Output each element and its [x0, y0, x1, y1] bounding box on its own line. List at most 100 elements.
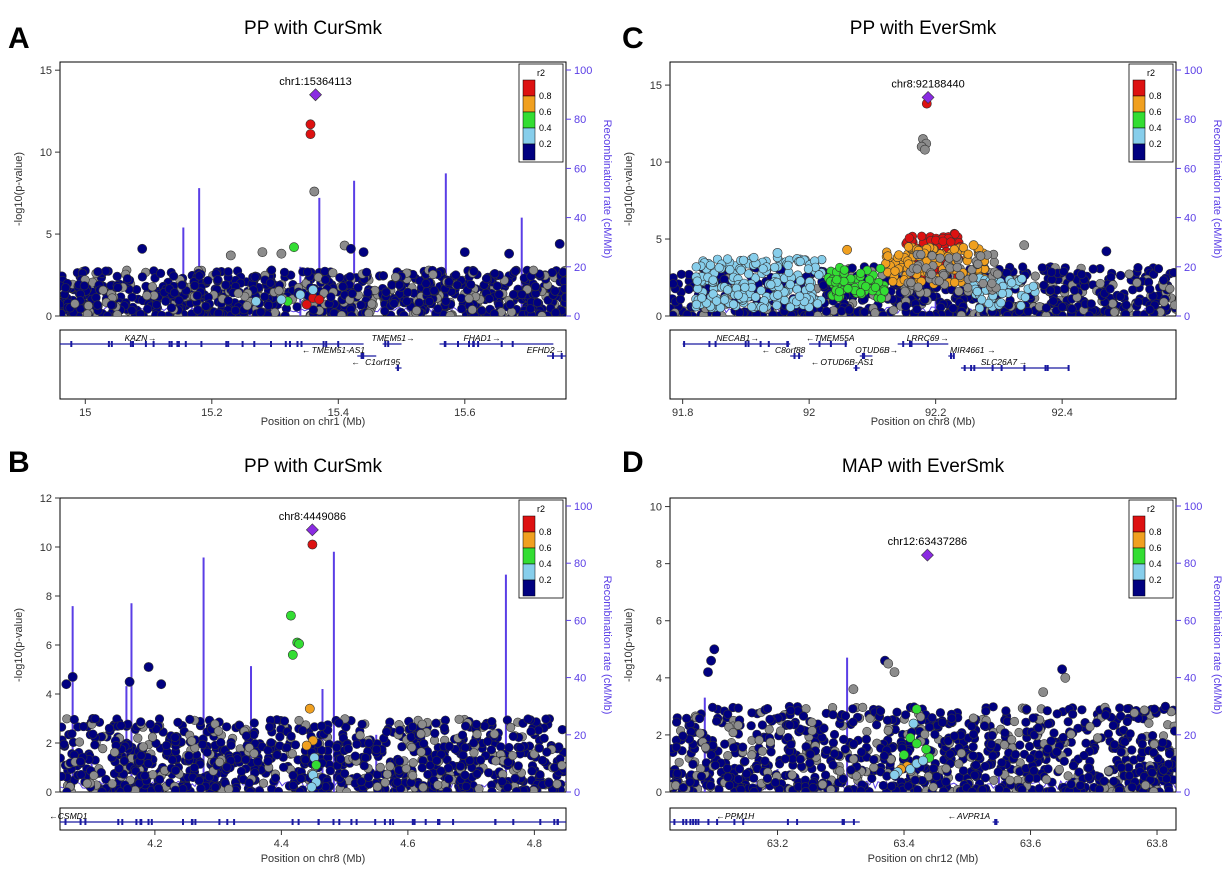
snp-point-ld [905, 732, 916, 743]
snp-point-ld [714, 263, 724, 273]
snp-point-ld [978, 278, 988, 289]
gene-exon [477, 341, 480, 347]
snp-point [1169, 268, 1176, 278]
snp-point [295, 787, 305, 792]
x-tick-label: 4.2 [147, 838, 162, 850]
snp-point [836, 306, 847, 316]
snp-point-ld [958, 243, 969, 253]
snp-point [856, 747, 867, 757]
snp-point [135, 309, 146, 316]
snp-point [1115, 270, 1126, 281]
gene-exon [152, 341, 155, 347]
snp-point [878, 780, 888, 791]
gene-exon [362, 353, 365, 359]
y-tick-label: 4 [46, 689, 52, 701]
snp-point [504, 742, 514, 753]
snp-point [1127, 782, 1137, 792]
snp-point [194, 271, 204, 281]
snp-point [808, 783, 818, 792]
y2-tick-label: 0 [574, 311, 580, 323]
snp-point [1115, 291, 1125, 302]
snp-point [1149, 704, 1159, 714]
snp-point [871, 720, 882, 730]
gene-exon [707, 819, 710, 825]
snp-point-ld [912, 264, 922, 274]
snp-point [1160, 701, 1170, 712]
gene-exon [512, 819, 515, 825]
snp-point [728, 727, 738, 738]
snp-point [828, 760, 838, 770]
snp-point [886, 781, 897, 791]
snp-point [167, 755, 177, 765]
x-tick-label: 63.8 [1146, 838, 1167, 850]
snp-point [676, 269, 687, 279]
gene-exon [191, 819, 194, 825]
y2-tick-label: 20 [574, 730, 586, 742]
snp-point [1108, 720, 1118, 731]
snp-point [60, 739, 69, 749]
legend-tick-label: 0.6 [1149, 543, 1162, 553]
gene-exon [793, 353, 796, 359]
snp-point [213, 726, 224, 736]
gene-exon [227, 341, 230, 347]
snp-point [1124, 771, 1134, 781]
snp-point-ld [1016, 301, 1026, 311]
snp-point [1101, 710, 1111, 720]
snp-point [389, 298, 399, 309]
snp-point [233, 288, 243, 298]
snp-point [541, 714, 551, 724]
snp-point [153, 783, 164, 792]
y2-tick-label: 20 [1184, 262, 1196, 274]
gene-exon [176, 341, 179, 347]
snp-point [79, 281, 89, 291]
snp-point-ld [949, 244, 959, 254]
snp-point [993, 767, 1003, 777]
snp-point-ld [951, 252, 962, 262]
snp-point [417, 719, 427, 729]
snp-point [860, 307, 870, 316]
snp-point [710, 760, 721, 770]
gene-exon [926, 341, 929, 347]
snp-point-ld [772, 300, 782, 310]
snp-point [754, 735, 764, 745]
snp-point [452, 280, 463, 290]
snp-point-ld [843, 284, 853, 294]
snp-point [461, 721, 471, 731]
x-tick-label: 4.8 [527, 838, 542, 850]
snp-point-ld [345, 243, 356, 254]
legend-tick-label: 0.6 [539, 543, 552, 553]
snp-point [987, 730, 997, 741]
gene-exon [225, 341, 228, 347]
snp-point [288, 770, 298, 781]
legend-title: r2 [1147, 68, 1155, 78]
gene-exon [747, 341, 750, 347]
snp-point [428, 269, 438, 280]
snp-point-ld [766, 280, 776, 290]
snp-point [1046, 736, 1056, 746]
snp-point [528, 265, 539, 275]
gene-exon [511, 341, 514, 347]
snp-point [328, 268, 338, 278]
snp-point [392, 777, 402, 787]
snp-point [722, 763, 732, 774]
snp-point [249, 718, 259, 728]
gene-label: MIR4661 [950, 345, 985, 355]
gene-exon [682, 819, 685, 825]
snp-point-ld [946, 237, 956, 247]
snp-point [534, 743, 545, 753]
gene-exon [995, 819, 998, 825]
strand-reverse-arrow-icon: ← [302, 345, 311, 355]
snp-point [359, 761, 369, 771]
snp-point [101, 266, 111, 276]
snp-point [780, 754, 790, 764]
snp-point [515, 742, 525, 753]
snp-point [1059, 267, 1069, 277]
gene-exon [360, 353, 363, 359]
snp-point [256, 307, 266, 316]
snp-point [1005, 775, 1015, 785]
gene-exon [355, 819, 358, 825]
snp-point [1063, 717, 1073, 727]
snp-point [130, 785, 140, 792]
legend-swatch [522, 127, 536, 145]
